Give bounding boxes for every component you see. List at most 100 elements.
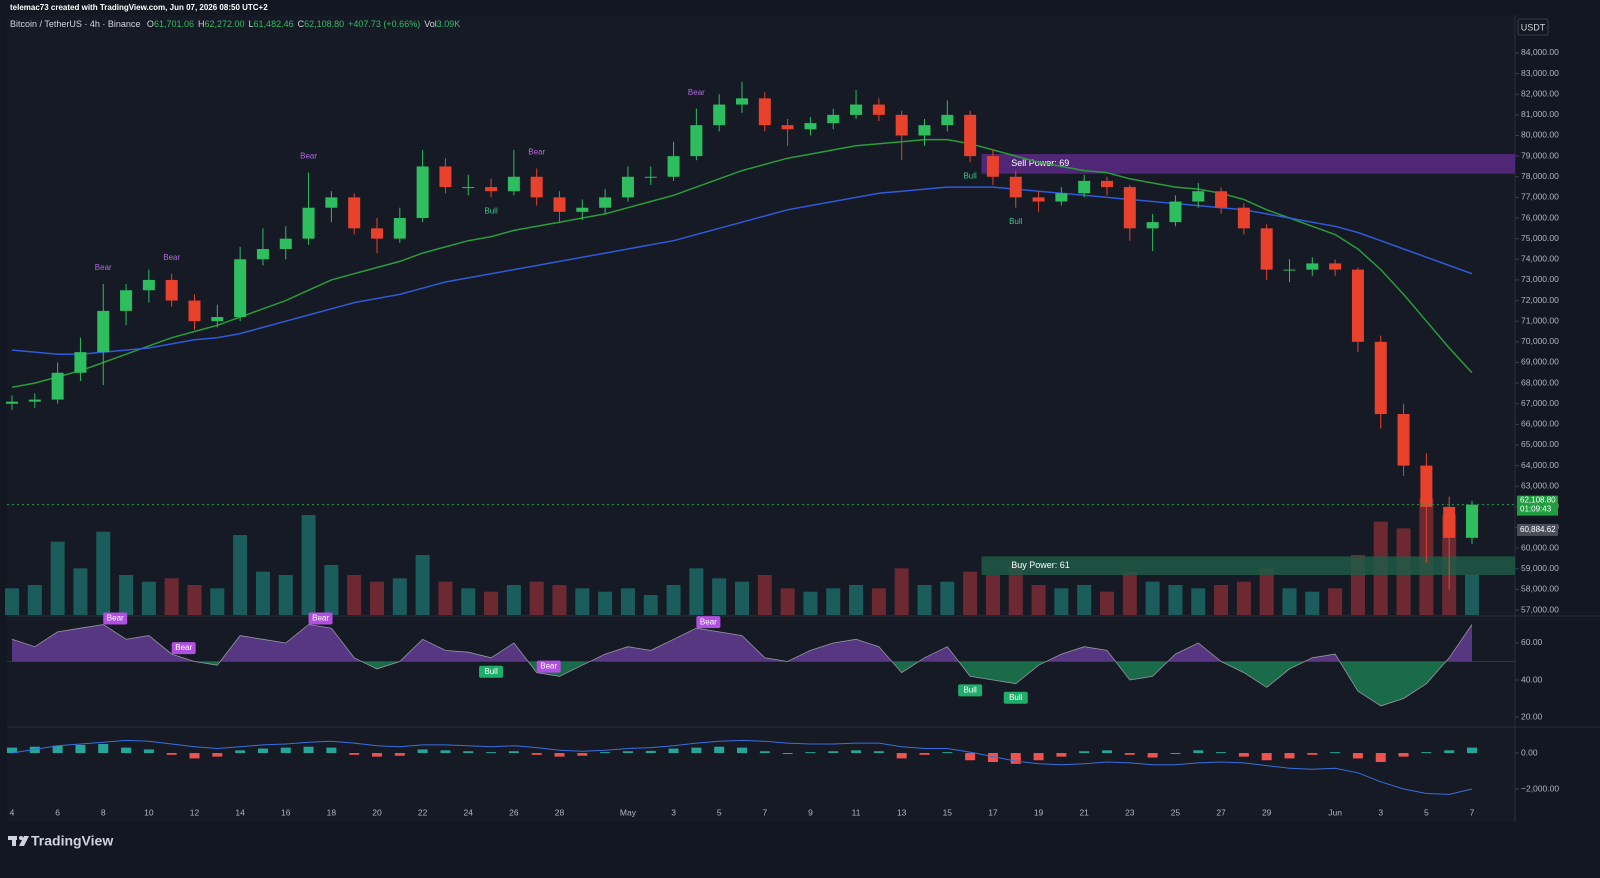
volume-bar (73, 568, 88, 615)
candle-body (872, 104, 885, 115)
x-tick-label: 5 (717, 807, 722, 817)
currency: USDT (1521, 22, 1546, 32)
candle-body (97, 310, 110, 353)
y-tick-label: 65,000.00 (1521, 439, 1559, 449)
last-price: 62,108.80 (1520, 496, 1556, 505)
candle-body (279, 238, 292, 249)
signal-box (103, 612, 128, 625)
candle-body (462, 187, 475, 189)
symbol-legend: Bitcoin / TetherUS · 4h · Binance O61,70… (10, 19, 464, 29)
x-tick-label: 9 (808, 807, 813, 817)
candle-body (142, 279, 155, 291)
x-tick-label: 4 (10, 807, 15, 817)
y-tick-label: 68,000.00 (1521, 377, 1559, 387)
macd-bar (600, 752, 611, 754)
candle-body (211, 317, 224, 322)
signal-label: Bear (700, 617, 717, 626)
x-tick-label: 8 (101, 807, 106, 817)
x-tick-label: 23 (1125, 807, 1135, 817)
candle-body (485, 187, 498, 192)
volume-bar (529, 581, 544, 615)
plot-area (7, 15, 1515, 822)
x-tick-label: 29 (1262, 807, 1272, 817)
macd-bar (759, 751, 770, 754)
volume-bar (1305, 591, 1320, 615)
candle-body (804, 123, 817, 130)
macd-bar (1238, 753, 1249, 757)
volume-bar (712, 578, 727, 615)
x-tick-label: 6 (55, 807, 60, 817)
macd-bar (645, 750, 656, 754)
macd-bar (349, 753, 360, 755)
volume-bar (666, 585, 681, 615)
candle-body (1146, 222, 1159, 229)
currency-box (1517, 18, 1549, 36)
volume-bar (1259, 568, 1274, 615)
volume-bar (392, 578, 407, 615)
x-tick-label: 18 (327, 807, 337, 817)
candle-body (1283, 269, 1296, 271)
x-tick-label: 16 (281, 807, 291, 817)
ohlc-value: 62,272.00 (204, 19, 245, 29)
candle-body (1397, 414, 1410, 466)
power-zone (981, 556, 1515, 575)
x-tick-label: 21 (1079, 807, 1089, 817)
macd-bar (851, 750, 862, 754)
volume-bar (1236, 581, 1251, 615)
signal-box (696, 616, 721, 629)
x-tick-label: 13 (897, 807, 907, 817)
volume-bar (894, 568, 909, 615)
volume-bar (1168, 585, 1183, 615)
oscillator-area-up (12, 624, 1472, 662)
last-price-tag (1517, 495, 1558, 516)
x-tick-label: 14 (235, 807, 245, 817)
candle-body (918, 125, 931, 136)
volume-bar (598, 591, 613, 615)
macd-bar (417, 749, 428, 754)
signal-label: Bear (528, 148, 545, 157)
y-tick-label: 71,000.00 (1521, 315, 1559, 325)
volume-bar (233, 535, 248, 615)
macd-bar (440, 750, 451, 754)
macd-bar (235, 750, 246, 754)
volume-bar (1054, 588, 1069, 615)
candle-body (439, 166, 452, 188)
volume-bar (849, 585, 864, 615)
y-tick-label: 78,000.00 (1521, 171, 1559, 181)
volume-bar (278, 575, 293, 615)
macd-bar (622, 751, 633, 754)
macd-bar (873, 751, 884, 754)
candle-body (188, 300, 201, 322)
macd-bar (1102, 750, 1112, 754)
candle-body (1329, 263, 1342, 270)
candle-body (302, 207, 315, 239)
moving-average (11, 138, 1473, 388)
volume-bar (1122, 571, 1137, 615)
macd-bar (1147, 753, 1158, 758)
x-tick-label: 28 (555, 807, 565, 817)
x-tick-label: 7 (762, 807, 767, 817)
y-tick-label: 64,000.00 (1521, 460, 1559, 470)
x-tick-label: 17 (988, 807, 998, 817)
volume-bar (1031, 585, 1046, 615)
candle-body (1078, 180, 1091, 194)
candle-body (6, 401, 18, 404)
macd-bar (1467, 747, 1477, 754)
macd-bar (1033, 753, 1044, 761)
candle-body (964, 114, 977, 157)
y-tick-label: 82,000.00 (1521, 88, 1559, 98)
candle-body (576, 207, 589, 212)
volume-value: 3.09K (436, 19, 461, 29)
macd-line (11, 739, 1473, 795)
macd-bar (143, 749, 154, 754)
volume-bar (484, 591, 499, 615)
candle-body (325, 197, 338, 208)
y-tick-label: 40.00 (1521, 674, 1543, 684)
y-tick-label: 20.00 (1521, 711, 1543, 721)
macd-bar (896, 753, 907, 759)
macd-bar (463, 751, 474, 754)
x-tick-label: 20 (372, 807, 382, 817)
signal-label: Bear (312, 614, 329, 623)
candle-body (74, 352, 87, 373)
volume-bar (643, 595, 658, 615)
